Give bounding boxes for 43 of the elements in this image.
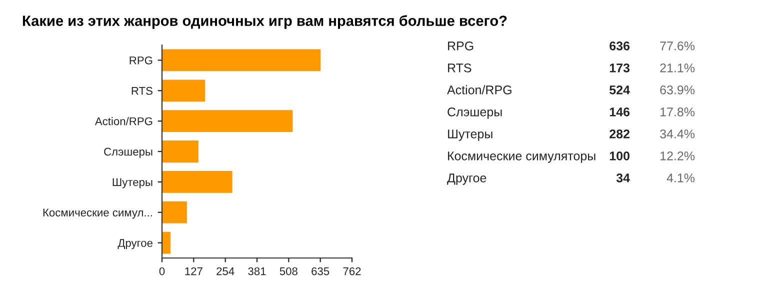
data-label: 34 bbox=[616, 174, 630, 182]
category-label: Другое bbox=[447, 174, 486, 185]
bar bbox=[162, 110, 293, 132]
bar bbox=[162, 201, 187, 224]
category-label: Космические симуляторы bbox=[448, 152, 596, 163]
text: 17.8% bbox=[660, 108, 695, 116]
text: 77.6% bbox=[660, 42, 695, 50]
y-tick-label: Слэшеры bbox=[104, 148, 152, 158]
bar bbox=[162, 80, 206, 102]
data-label: 282 bbox=[610, 130, 630, 138]
text: 63.9% bbox=[660, 86, 695, 94]
bar bbox=[162, 140, 198, 162]
bar bbox=[162, 170, 232, 193]
y-tick-label: Action/RPG bbox=[94, 117, 152, 126]
x-tick-label: 508 bbox=[280, 267, 298, 276]
x-tick-label: 762 bbox=[343, 267, 361, 276]
category-label: Action/RPG bbox=[447, 85, 512, 94]
x-tick-label: 254 bbox=[216, 267, 234, 276]
category-label: RTS bbox=[448, 64, 472, 72]
text: 4.1% bbox=[666, 174, 695, 182]
category-label: Шутеры bbox=[448, 130, 492, 141]
x-tick-label: 127 bbox=[185, 267, 202, 276]
data-label: 173 bbox=[610, 64, 630, 72]
y-tick-label: Космические симул... bbox=[43, 208, 152, 219]
category-label: RPG bbox=[448, 42, 474, 50]
x-tick-label: 381 bbox=[248, 267, 266, 276]
category-label: Слэшеры bbox=[448, 108, 502, 119]
y-tick-label: Другое bbox=[118, 239, 152, 250]
text: 34.4% bbox=[660, 130, 695, 138]
data-label: 146 bbox=[610, 108, 630, 116]
bar bbox=[162, 232, 170, 254]
chart-title: Какие из этих жанров одиночных игр вам нравятся больше всего? bbox=[22, 15, 507, 29]
x-tick-label: 635 bbox=[312, 267, 330, 276]
y-tick-label: RTS bbox=[132, 86, 152, 95]
text: 21.1% bbox=[660, 64, 695, 72]
y-tick-label: RPG bbox=[130, 56, 152, 64]
y-tick-label: Шутеры bbox=[112, 178, 152, 188]
data-label: 100 bbox=[610, 152, 630, 160]
text: 12.2% bbox=[660, 152, 695, 160]
x-tick-label: 0 bbox=[159, 267, 165, 276]
data-label: 636 bbox=[610, 42, 630, 50]
data-label: 524 bbox=[610, 86, 630, 94]
bar bbox=[162, 49, 321, 72]
